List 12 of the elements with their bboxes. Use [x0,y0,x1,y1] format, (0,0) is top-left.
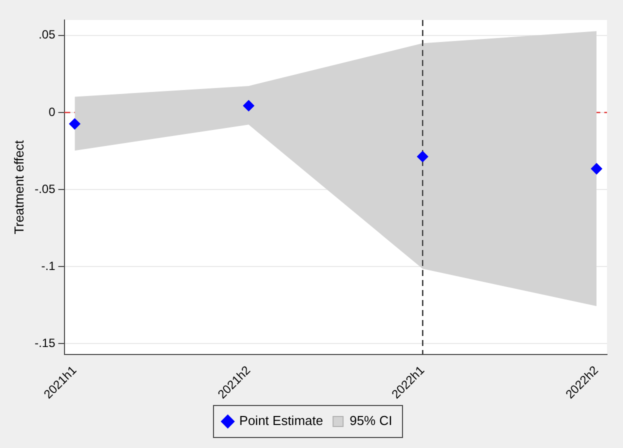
y-tick-label: -.05 [34,182,56,196]
y-axis-title: Treatment effect [11,140,26,234]
y-tick-label: .05 [38,28,56,42]
y-tick-label: -.1 [41,258,56,273]
legend-label: Point Estimate [239,413,324,428]
y-tick-label: 0 [48,104,56,119]
point [417,151,428,162]
y-tick-label: -.15 [34,336,56,350]
point [591,163,602,174]
point [243,100,254,112]
legend-label: 95% CI [350,413,392,428]
point [69,118,80,130]
